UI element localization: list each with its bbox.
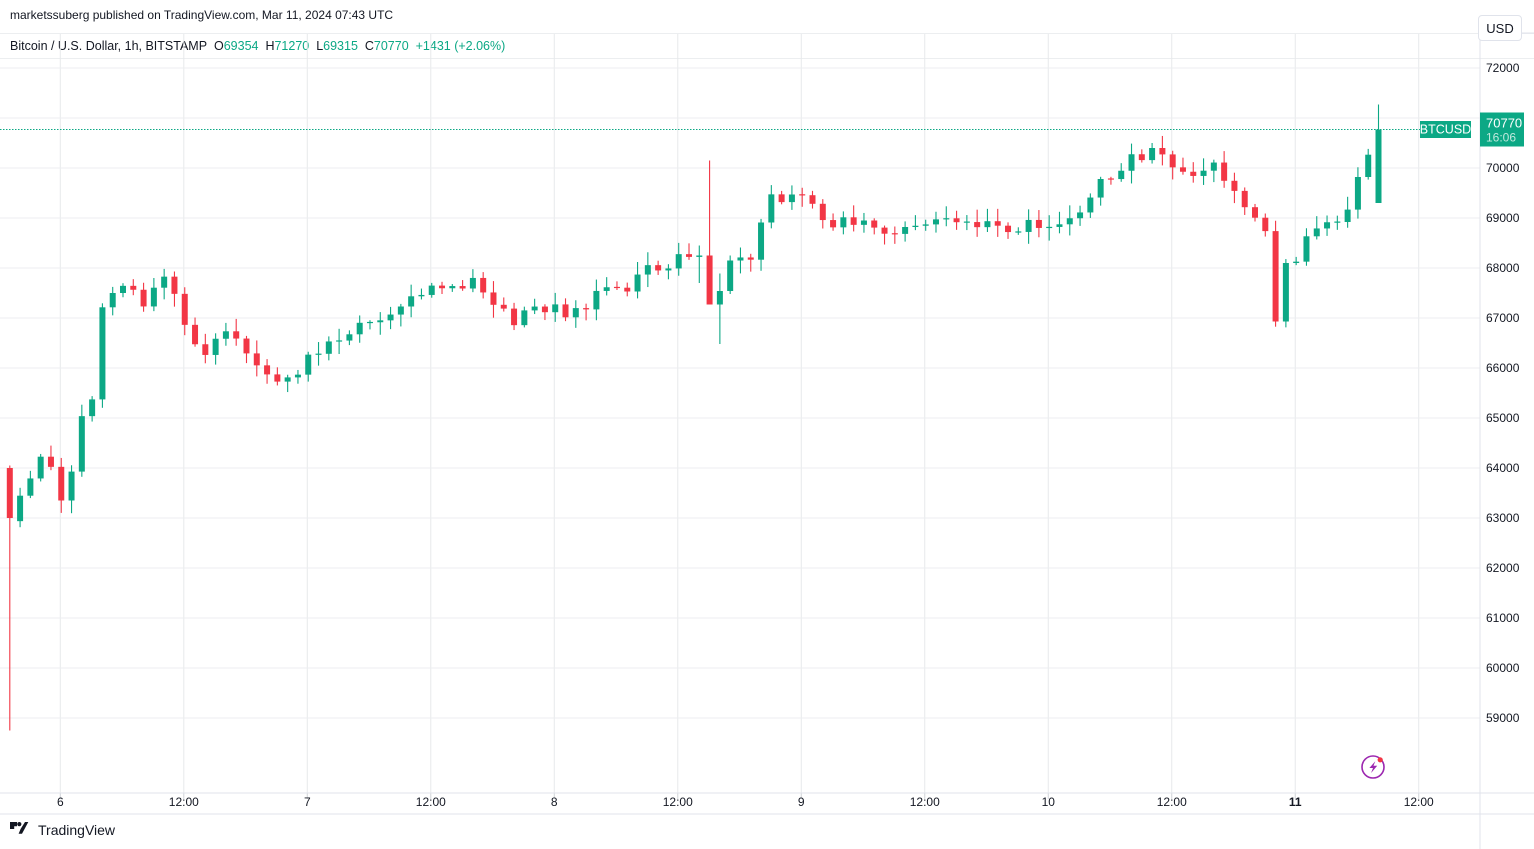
svg-text:9: 9 [798, 795, 805, 809]
svg-text:12:00: 12:00 [1157, 795, 1187, 809]
svg-text:61000: 61000 [1486, 611, 1520, 625]
svg-text:11: 11 [1289, 795, 1302, 809]
svg-text:16:06: 16:06 [1486, 131, 1516, 145]
svg-text:69000: 69000 [1486, 211, 1520, 225]
svg-text:67000: 67000 [1486, 311, 1520, 325]
svg-text:72000: 72000 [1486, 61, 1520, 75]
svg-text:7: 7 [304, 795, 311, 809]
svg-text:8: 8 [551, 795, 558, 809]
svg-text:12:00: 12:00 [910, 795, 940, 809]
svg-text:68000: 68000 [1486, 261, 1520, 275]
svg-text:12:00: 12:00 [416, 795, 446, 809]
svg-text:12:00: 12:00 [1404, 795, 1434, 809]
svg-text:65000: 65000 [1486, 411, 1520, 425]
svg-text:12:00: 12:00 [663, 795, 693, 809]
svg-text:6: 6 [57, 795, 64, 809]
svg-text:62000: 62000 [1486, 561, 1520, 575]
svg-text:63000: 63000 [1486, 511, 1520, 525]
svg-text:BTCUSD: BTCUSD [1420, 123, 1471, 137]
svg-text:66000: 66000 [1486, 361, 1520, 375]
svg-text:70000: 70000 [1486, 161, 1520, 175]
svg-text:60000: 60000 [1486, 661, 1520, 675]
svg-text:64000: 64000 [1486, 461, 1520, 475]
svg-text:70770: 70770 [1486, 116, 1522, 131]
svg-text:59000: 59000 [1486, 711, 1520, 725]
svg-text:10: 10 [1042, 795, 1056, 809]
svg-text:12:00: 12:00 [169, 795, 199, 809]
